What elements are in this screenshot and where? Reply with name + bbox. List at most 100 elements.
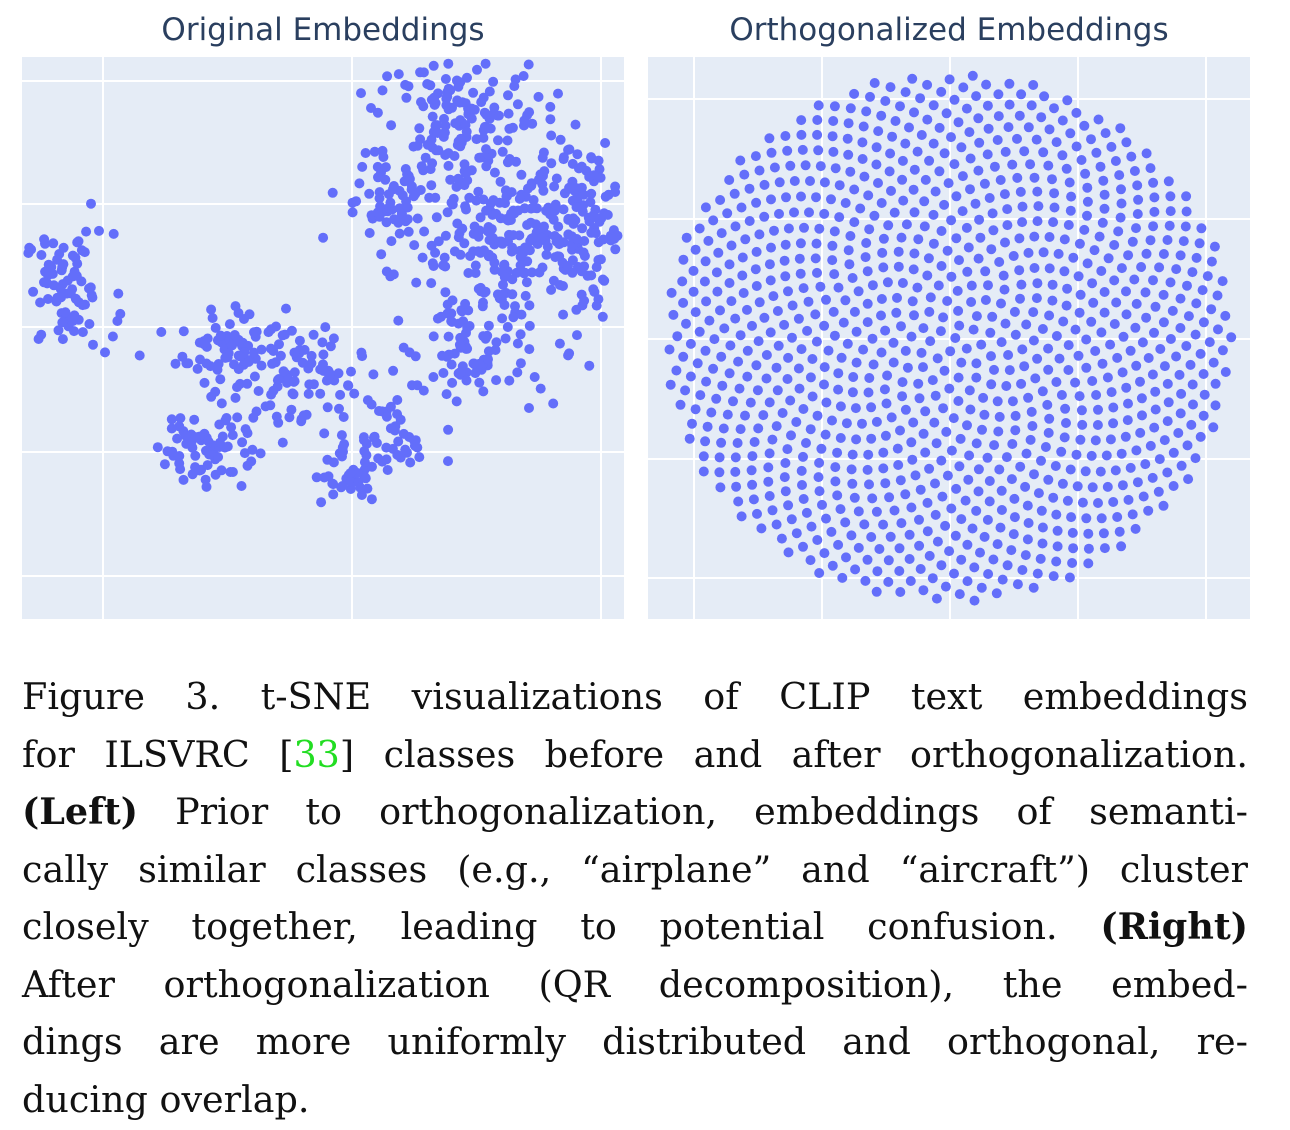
data-point: [57, 317, 68, 328]
data-point: [1137, 410, 1147, 421]
data-point: [1003, 122, 1014, 133]
data-point: [507, 122, 518, 133]
data-point: [971, 438, 982, 449]
data-point: [747, 451, 758, 462]
data-point: [443, 148, 454, 159]
data-point: [597, 311, 608, 322]
data-point: [1127, 509, 1138, 520]
data-point: [677, 276, 688, 287]
data-point: [910, 470, 921, 481]
data-point: [56, 292, 66, 303]
data-point: [880, 325, 891, 336]
data-point: [525, 236, 536, 246]
data-point: [1071, 449, 1082, 460]
data-point: [1021, 448, 1032, 459]
data-point: [840, 295, 851, 306]
data-point: [1162, 467, 1173, 478]
data-point: [1123, 250, 1134, 261]
data-point: [1066, 512, 1077, 523]
data-point: [665, 379, 676, 390]
data-point: [918, 585, 929, 596]
data-point: [233, 334, 244, 345]
data-point: [1143, 353, 1154, 363]
data-point: [798, 451, 808, 462]
data-point: [953, 305, 964, 316]
data-point: [400, 444, 411, 455]
data-point: [745, 397, 756, 408]
data-point: [1065, 128, 1076, 139]
data-point: [1150, 301, 1161, 312]
data-point: [987, 208, 998, 219]
data-point: [718, 423, 729, 434]
data-point: [364, 228, 375, 238]
data-point: [1037, 538, 1048, 549]
data-point: [345, 476, 356, 487]
data-point: [885, 531, 896, 542]
data-point: [846, 464, 857, 475]
data-point: [891, 307, 902, 318]
data-point: [493, 135, 503, 146]
data-point: [914, 393, 925, 404]
data-point: [236, 481, 247, 491]
data-point: [866, 532, 877, 542]
data-point: [1154, 454, 1165, 465]
data-point: [848, 372, 859, 382]
data-point: [445, 174, 456, 185]
data-point: [349, 388, 360, 399]
data-point: [1162, 235, 1173, 245]
data-point: [1167, 305, 1178, 316]
data-point: [986, 379, 997, 390]
data-point: [1171, 264, 1182, 275]
data-point: [876, 347, 887, 358]
data-point: [246, 456, 257, 467]
data-point: [849, 217, 860, 228]
data-point: [468, 87, 479, 98]
data-point: [862, 554, 873, 565]
data-point: [747, 320, 757, 331]
data-point: [735, 424, 746, 435]
data-point: [827, 415, 837, 426]
data-point: [1081, 334, 1092, 345]
data-point: [403, 81, 414, 92]
data-point: [819, 208, 830, 219]
data-point: [255, 448, 266, 459]
data-point: [328, 489, 339, 500]
data-point: [896, 321, 906, 332]
data-point: [415, 134, 426, 145]
data-point: [971, 311, 982, 322]
data-point: [946, 132, 956, 143]
data-point: [1093, 404, 1103, 415]
data-point: [1121, 137, 1132, 148]
data-point: [930, 478, 940, 489]
data-point: [1112, 512, 1123, 522]
data-point: [1209, 241, 1220, 252]
data-point: [1082, 258, 1093, 269]
data-point: [920, 406, 931, 417]
data-point: [1092, 420, 1103, 430]
data-point: [1022, 534, 1033, 545]
data-point: [1043, 343, 1054, 354]
data-point: [86, 198, 96, 209]
data-point: [977, 424, 987, 435]
data-point: [949, 159, 960, 170]
data-point: [1061, 418, 1071, 428]
orthogonalized-embeddings-scatter: [648, 57, 1250, 619]
data-point: [260, 401, 271, 412]
data-point: [1220, 310, 1231, 321]
data-point: [1105, 339, 1116, 350]
data-point: [817, 499, 827, 510]
data-point: [908, 264, 919, 275]
data-point: [840, 198, 851, 208]
data-point: [489, 102, 500, 113]
data-point: [951, 233, 962, 244]
data-point: [440, 120, 451, 131]
data-point: [867, 280, 878, 291]
data-point: [857, 137, 868, 148]
data-point: [1044, 232, 1055, 242]
data-point: [699, 276, 710, 287]
data-point: [527, 267, 537, 278]
data-point: [568, 218, 579, 229]
citation-link[interactable]: 33: [293, 732, 340, 776]
data-point: [497, 289, 508, 300]
data-point: [853, 286, 864, 297]
